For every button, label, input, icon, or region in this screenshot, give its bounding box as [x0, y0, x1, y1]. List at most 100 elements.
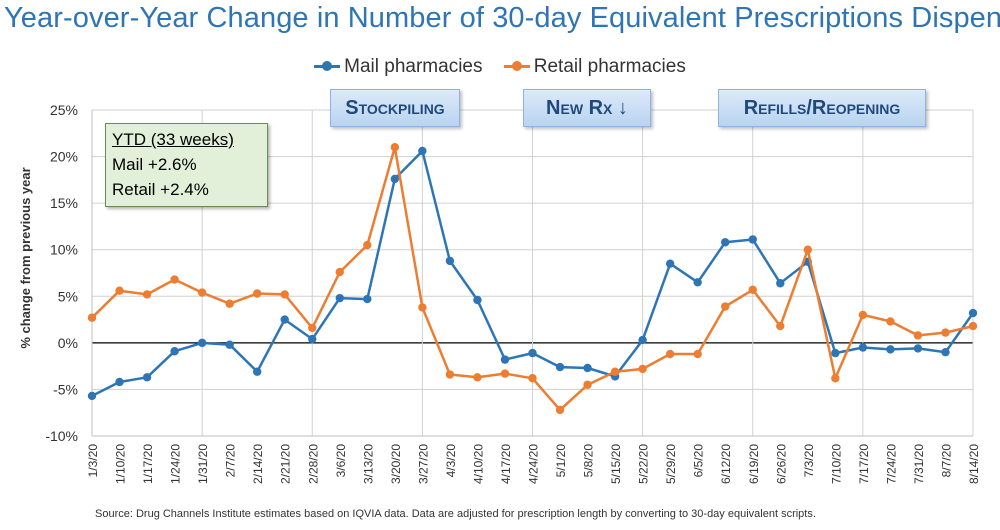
- legend-swatch-mail: [314, 61, 341, 71]
- mail-data-point: [87, 391, 97, 401]
- mail-data-point: [886, 345, 895, 354]
- x-tick-label: 1/10/20: [114, 444, 128, 484]
- legend-item-mail: Mail pharmacies: [314, 56, 482, 78]
- x-tick-label: 2/21/20: [279, 444, 293, 484]
- x-tick-label: 4/10/20: [471, 444, 485, 484]
- x-tick-label: 4/3/20: [444, 444, 458, 478]
- x-tick-label: 1/3/20: [86, 444, 100, 478]
- retail-data-point: [445, 370, 455, 379]
- retail-data-point: [252, 289, 262, 298]
- mail-data-point: [665, 259, 675, 268]
- mail-data-point: [831, 348, 840, 358]
- x-tick-label: 6/12/20: [719, 444, 733, 484]
- x-tick-label: 6/5/20: [692, 444, 706, 478]
- retail-data-point: [610, 367, 620, 376]
- mail-data-point: [335, 293, 344, 303]
- retail-data-point: [528, 374, 537, 383]
- x-tick-label: 2/28/20: [306, 444, 320, 484]
- x-tick-label: 4/24/20: [527, 444, 541, 484]
- x-tick-label: 1/24/20: [169, 444, 183, 484]
- retail-data-point: [197, 288, 207, 297]
- mail-data-point: [500, 355, 510, 364]
- x-tick-label: 3/27/20: [416, 444, 430, 484]
- legend-label-mail: Mail pharmacies: [344, 55, 483, 77]
- annotation-refills-reopening: Refills/Reopening: [718, 89, 926, 127]
- annotation-new-rx: New Rx ↓: [523, 89, 651, 127]
- chart-title: Year-over-Year Change in Number of 30-da…: [4, 2, 1000, 34]
- mail-data-point: [390, 174, 400, 184]
- retail-data-point: [721, 302, 730, 311]
- mail-data-point: [197, 338, 207, 348]
- x-tick-label: 1/17/20: [141, 444, 155, 484]
- mail-data-point: [280, 315, 289, 324]
- mail-data-point: [555, 362, 565, 372]
- mail-data-point: [721, 238, 730, 247]
- x-tick-label: 5/8/20: [582, 444, 596, 478]
- retail-data-point: [225, 299, 234, 308]
- retail-data-point: [500, 369, 510, 378]
- x-tick-label: 7/31/20: [912, 444, 926, 484]
- retail-data-point: [142, 290, 152, 299]
- mail-data-point: [858, 343, 868, 352]
- mail-data-point: [363, 294, 372, 304]
- retail-data-point: [665, 349, 675, 359]
- retail-data-point: [748, 285, 757, 294]
- retail-data-point: [308, 323, 317, 333]
- x-tick-label: 3/6/20: [334, 444, 348, 478]
- ytd-title: YTD (33 weeks): [112, 130, 234, 149]
- x-tick-label: 2/14/20: [251, 444, 265, 484]
- mail-data-point: [776, 279, 785, 288]
- y-tick-label: 5%: [58, 288, 78, 304]
- ytd-retail-line: Retail +2.4%: [112, 180, 209, 199]
- mail-data-point: [445, 256, 455, 266]
- mail-data-point: [968, 308, 978, 318]
- mail-data-point: [638, 335, 647, 345]
- mail-data-point: [941, 347, 950, 357]
- x-tick-label: 5/1/20: [554, 444, 568, 478]
- x-tick-label: 5/29/20: [664, 444, 678, 484]
- y-tick-label: 15%: [50, 195, 78, 211]
- annotation-stockpiling: Stockpiling: [330, 89, 460, 127]
- mail-data-point: [170, 347, 179, 356]
- x-tick-label: 5/15/20: [609, 444, 623, 484]
- x-tick-label: 7/3/20: [802, 444, 816, 478]
- mail-data-point: [115, 377, 124, 387]
- mail-data-point: [583, 363, 592, 373]
- mail-data-point: [418, 146, 427, 156]
- mail-data-point: [308, 334, 317, 344]
- retail-data-point: [115, 286, 124, 295]
- retail-data-point: [555, 405, 565, 415]
- retail-data-point: [941, 328, 950, 337]
- retail-data-point: [968, 321, 978, 331]
- retail-data-point: [473, 373, 482, 382]
- mail-data-point: [142, 373, 152, 382]
- y-axis-label: % change from previous year: [18, 167, 33, 349]
- ytd-summary-box: YTD (33 weeks) Mail +2.6% Retail +2.4%: [105, 123, 268, 207]
- x-tick-label: 8/14/20: [967, 444, 981, 484]
- retail-data-point: [418, 303, 427, 312]
- mail-data-point: [748, 235, 757, 244]
- x-tick-label: 3/13/20: [361, 444, 375, 484]
- ytd-mail-line: Mail +2.6%: [112, 155, 197, 174]
- y-tick-label: 0%: [58, 335, 78, 351]
- retail-data-point: [363, 240, 372, 250]
- x-tick-label: 6/26/20: [774, 444, 788, 484]
- mail-data-point: [528, 348, 537, 358]
- x-tick-label: 1/31/20: [196, 444, 210, 484]
- y-tick-label: -10%: [45, 428, 78, 444]
- x-tick-label: 4/17/20: [499, 444, 513, 484]
- retail-data-point: [831, 374, 840, 383]
- x-tick-label: 7/24/20: [884, 444, 898, 484]
- retail-data-point: [280, 290, 289, 299]
- legend-swatch-retail: [503, 61, 530, 71]
- retail-data-point: [638, 364, 647, 374]
- y-tick-label: 25%: [50, 102, 78, 118]
- legend-label-retail: Retail pharmacies: [533, 55, 686, 77]
- mail-data-point: [693, 278, 702, 287]
- y-tick-label: 20%: [50, 149, 78, 165]
- mail-data-point: [252, 367, 262, 376]
- mail-data-point: [225, 340, 234, 349]
- retail-data-point: [886, 317, 895, 326]
- retail-data-point: [390, 143, 400, 152]
